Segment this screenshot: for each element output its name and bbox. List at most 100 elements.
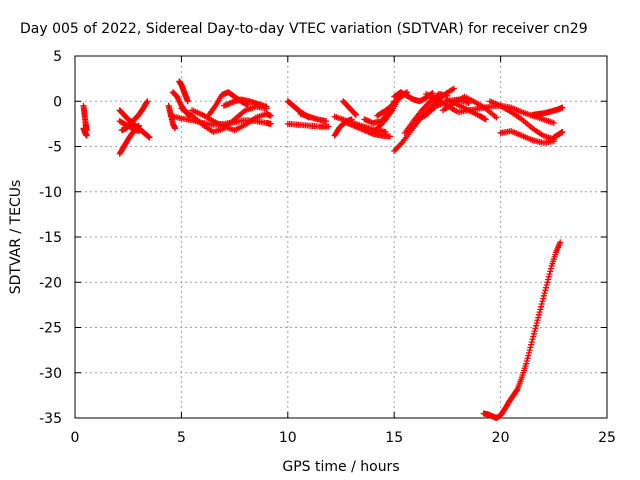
data-point [547,268,554,275]
series-b4 [116,118,142,135]
data-point [482,116,489,123]
data-point [544,279,551,286]
data-point [535,311,542,318]
series-d3 [189,107,274,134]
data-point [542,287,549,294]
data-point [534,317,541,324]
data-point [557,239,564,246]
data-point [143,99,150,106]
data-point [540,295,547,302]
data-point [523,357,530,364]
y-tick-label: -15 [39,230,62,246]
series-a2 [80,125,90,139]
data-point [325,123,332,130]
data-point [531,328,538,335]
data-point [541,290,548,297]
data-point [545,273,552,280]
x-axis-label: GPS time / hours [282,459,399,475]
data-point [559,129,566,136]
data-point [542,284,549,291]
y-axis-label: SDTVAR / TECUs [8,180,24,295]
data-point [450,85,457,92]
data-point [538,300,545,307]
data-point [526,347,533,354]
data-point [523,360,530,367]
series-g8 [486,98,557,143]
series-f4 [340,98,359,118]
data-point [524,355,531,362]
y-tick-label: 5 [53,49,62,65]
series-e3 [297,110,330,125]
series-e2 [284,120,332,130]
data-point [267,120,274,127]
data-point [323,118,330,125]
data-point [144,98,151,105]
y-tick-label: -5 [48,140,62,156]
data-point [528,341,535,348]
series-h1 [497,128,557,146]
series-g4 [401,91,451,136]
series-f6 [369,95,402,136]
data-point [352,111,359,118]
y-tick-label: -20 [39,275,62,291]
data-point [525,352,532,359]
y-tick-label: -25 [39,321,62,337]
x-tick-label: 5 [177,430,186,446]
data-point [537,306,544,313]
x-tick-label: 15 [385,430,403,446]
data-point [547,265,554,272]
series-h2 [529,104,566,118]
series-h3 [550,129,566,141]
data-point [546,271,553,278]
data-point [528,338,535,345]
x-tick-label: 0 [71,430,80,446]
data-point [135,128,142,135]
data-point [513,387,520,394]
x-tick-label: 10 [279,430,297,446]
chart-title: Day 005 of 2022, Sidereal Day-to-day VTE… [20,21,588,37]
data-point [532,325,539,332]
data-point [536,309,543,316]
data-point [386,133,393,140]
data-point [545,276,552,283]
data-point [535,314,542,321]
axis-ticks: 0 5 10 15 20 25 5 0 -5 -10 -15 -20 -25 -30 -35 [39,49,616,446]
data-point [263,103,270,110]
data-point [429,90,436,97]
data-point [539,298,546,305]
data-point [146,134,153,141]
data-point [244,101,251,108]
series-b1 [116,122,142,157]
series-g7 [440,93,500,121]
y-tick-label: -35 [39,411,62,427]
series-b2 [116,107,153,141]
data-point [530,333,537,340]
data-point [533,319,540,326]
series-d4 [206,89,251,118]
series-z1 [480,239,564,421]
data-point [550,119,557,126]
data-point [533,322,540,329]
data-points [80,78,566,421]
data-point [493,114,500,121]
data-point [529,336,536,343]
data-point [184,98,191,105]
data-point [538,303,545,310]
data-point [83,132,90,139]
data-point [530,330,537,337]
series-d5 [220,96,270,110]
series-g9 [444,96,489,123]
y-tick-label: -30 [39,366,62,382]
data-point [352,111,359,118]
data-point [465,100,472,107]
data-point [559,104,566,111]
data-point [172,125,179,132]
x-tick-label: 25 [598,430,616,446]
x-tick-label: 20 [492,430,510,446]
data-point [543,281,550,288]
y-tick-label: 0 [53,94,62,110]
data-point [525,349,532,356]
data-point [540,292,547,299]
data-point [527,344,534,351]
